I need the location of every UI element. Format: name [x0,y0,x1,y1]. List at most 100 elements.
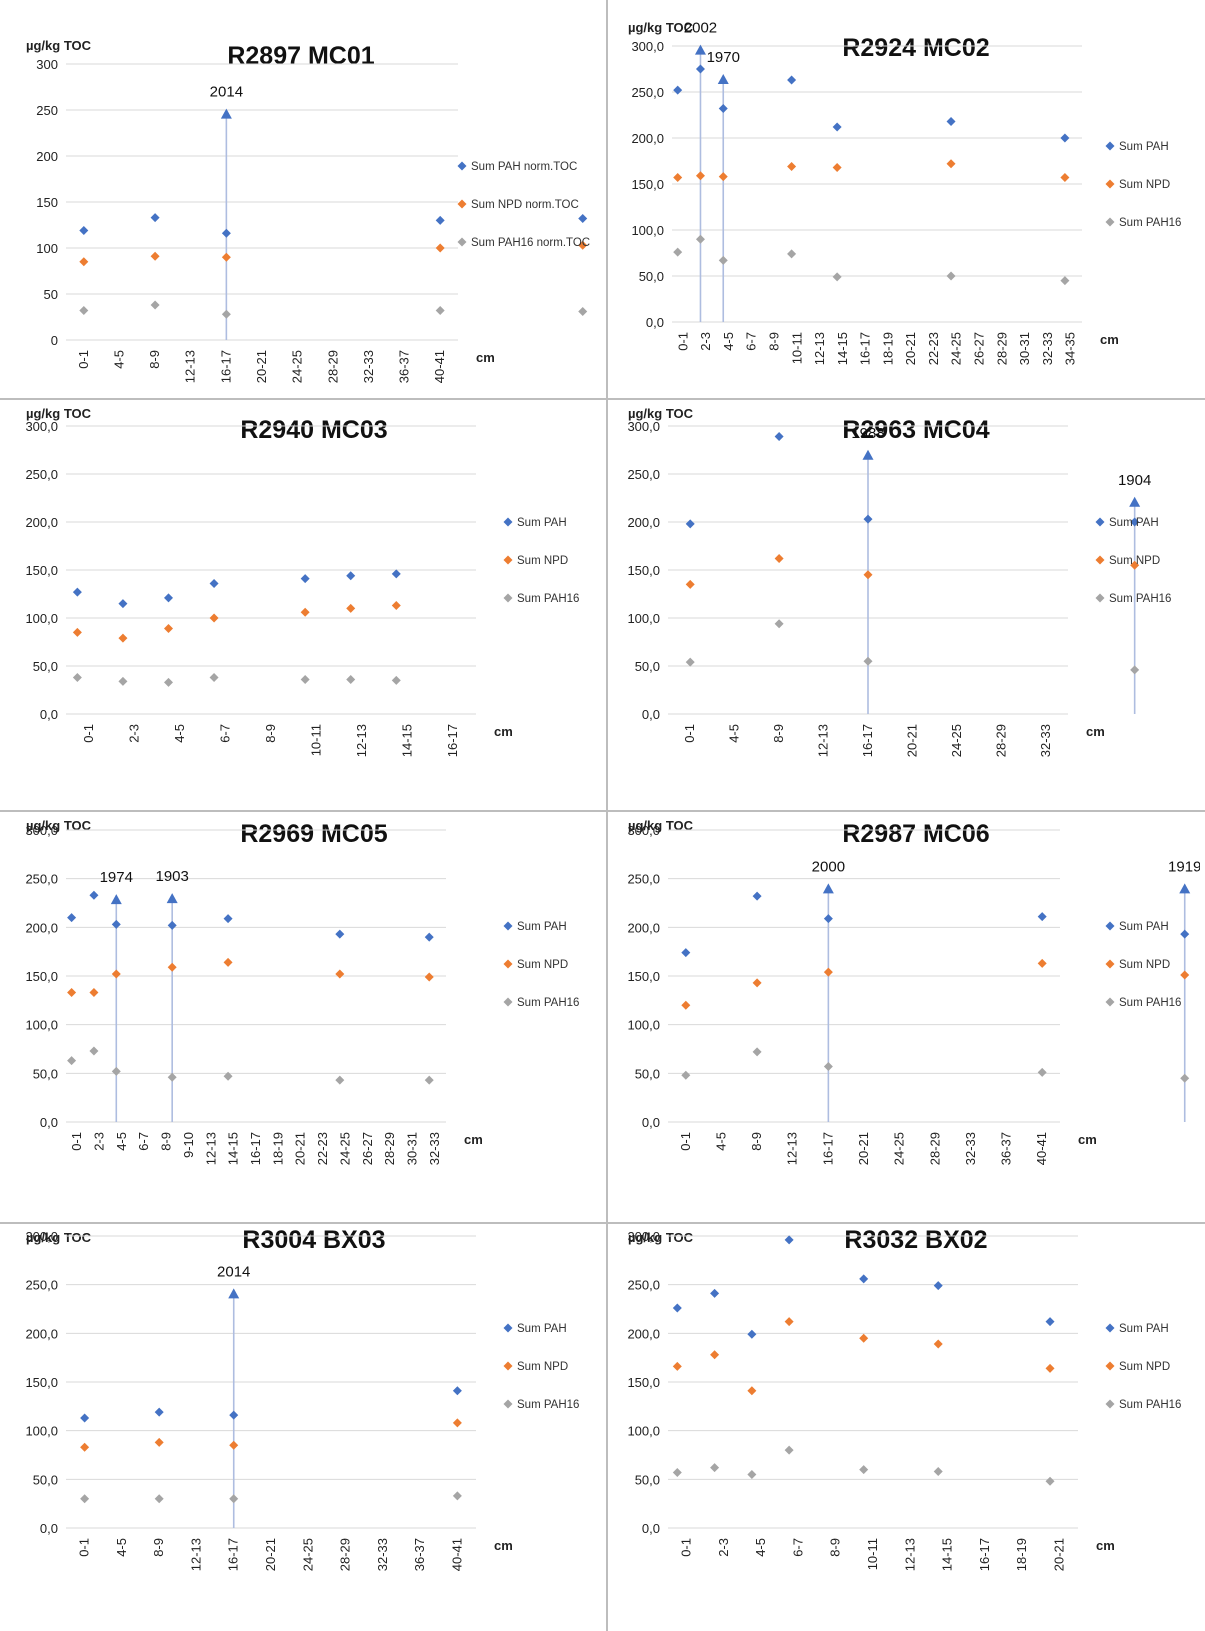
series-point [695,64,705,74]
x-tick-label: 24-25 [290,350,305,383]
x-tick-label: 4-5 [111,350,126,369]
x-tick-label: 20-21 [1051,1538,1066,1571]
x-tick-label: 2-3 [126,724,141,743]
series-point [391,569,401,579]
series-point [67,988,77,998]
legend-marker [1105,1399,1115,1409]
y-tick-label: 150,0 [25,1375,58,1390]
chart-svg-2: R2924 MC02 µg/kg TOC 0,0 50,0 100,0 150,0 200,… [628,20,1181,366]
x-tick-label: 20-21 [904,724,919,757]
y-axis-unit-label: µg/kg TOC [628,406,694,421]
series-point [1045,1476,1055,1486]
series-point [946,159,956,169]
legend-marker [503,1361,513,1371]
chart-panel-4: R2963 MC04 µg/kg TOC 0,0 50,0 100,0 150,0 200,… [610,404,1200,806]
series-point [154,1494,164,1504]
x-tick-label: 4-5 [114,1538,129,1557]
series-point [300,674,310,684]
series-point [424,1075,434,1085]
series-point [823,914,833,924]
legend-marker [457,237,467,247]
series-point [221,228,231,238]
chart-panel-7: R3004 BX03 µg/kg TOC 0,0 50,0 100,0 150,0 200,… [8,1228,598,1626]
date-marker-label: 2014 [210,84,243,101]
series-point [784,1317,794,1327]
x-tick-label: 16-17 [860,724,875,757]
x-tick-label: 16-17 [820,1132,835,1165]
x-tick-label: 40-41 [449,1538,464,1571]
legend-label: Sum NPD [1119,959,1170,971]
x-tick-label: 8-9 [749,1132,764,1151]
x-tick-label: 12-13 [816,724,831,757]
series-point [452,1418,462,1428]
legend-label: Sum PAH [517,921,567,933]
legend-marker [503,1399,513,1409]
series-point [80,1413,90,1423]
x-tick-label: 6-7 [217,724,232,743]
x-tick-label: 8-9 [767,332,782,351]
chart-svg-4: R2963 MC04 µg/kg TOC 0,0 50,0 100,0 150,0 200,… [627,406,1171,757]
x-tick-label: 36-37 [999,1132,1014,1165]
y-tick-label: 200,0 [627,920,660,935]
series-point [752,1047,762,1057]
legend-label: Sum PAH [1119,1323,1169,1335]
y-axis-unit-label: µg/kg TOC [628,20,694,35]
x-tick-label: 24-25 [892,1132,907,1165]
legend-marker [503,921,513,931]
x-axis-unit-label: cm [1096,1538,1115,1553]
y-tick-label: 100,0 [631,223,664,238]
x-tick-label: 12-13 [812,332,827,365]
series-point [710,1350,720,1360]
date-marker-label: 2014 [217,1263,250,1280]
legend-marker [1105,921,1115,931]
series-point [774,432,784,442]
chart-title: R3032 BX02 [844,1228,987,1254]
series-point [391,601,401,611]
series-point [223,1071,233,1081]
y-axis-unit-label: µg/kg TOC [26,1230,92,1245]
chart-panel-6: R2987 MC06 µg/kg TOC 0,0 50,0 100,0 150,0 200,… [610,816,1200,1216]
chart-svg-6: R2987 MC06 µg/kg TOC 0,0 50,0 100,0 150,0 200,… [627,818,1200,1165]
series-point [1060,133,1070,143]
x-tick-label: 20-21 [254,350,269,383]
series-point [747,1329,757,1339]
chart-svg-1: R2897 MC01 µg/kg TOC 0 50 100 150 200 250 300 0-1… [26,38,590,383]
x-tick-label: 36-37 [412,1538,427,1571]
series-point [72,673,82,683]
series-point [859,1274,869,1284]
x-tick-label: 12-13 [785,1132,800,1165]
y-tick-label: 250,0 [25,872,58,887]
y-tick-label: 150,0 [631,177,664,192]
horizontal-divider-1 [0,398,1205,400]
series-point [167,920,177,930]
x-tick-label: 0-1 [679,1538,694,1557]
x-tick-label: 30-31 [1017,332,1032,365]
series-point [578,214,588,224]
date-marker-label: 1904 [1118,472,1151,489]
x-tick-label: 16-17 [226,1538,241,1571]
x-tick-label: 9-10 [181,1132,196,1158]
series-point [221,252,231,262]
legend-label: Sum PAH16 [1109,593,1171,605]
x-tick-label: 0-1 [678,1132,693,1151]
series-point [89,1046,99,1056]
x-tick-label: 0-1 [675,332,690,351]
series-point [164,593,173,603]
y-tick-label: 250,0 [627,872,660,887]
legend-marker [1105,1323,1115,1333]
date-marker-label: 2002 [684,20,717,37]
series-point [89,988,99,998]
series-point [1045,1363,1055,1373]
date-marker-point [717,74,729,85]
series-point [718,104,728,114]
y-tick-label: 150,0 [627,969,660,984]
series-point [229,1410,239,1420]
date-marker-label: 1974 [100,869,133,886]
legend-label: Sum PAH16 [517,997,579,1009]
legend-marker [1105,217,1115,227]
legend-marker [503,1323,513,1333]
legend-marker [503,959,513,969]
series-point [67,1056,77,1066]
y-tick-label: 50 [44,287,58,302]
series-point [80,1442,90,1452]
